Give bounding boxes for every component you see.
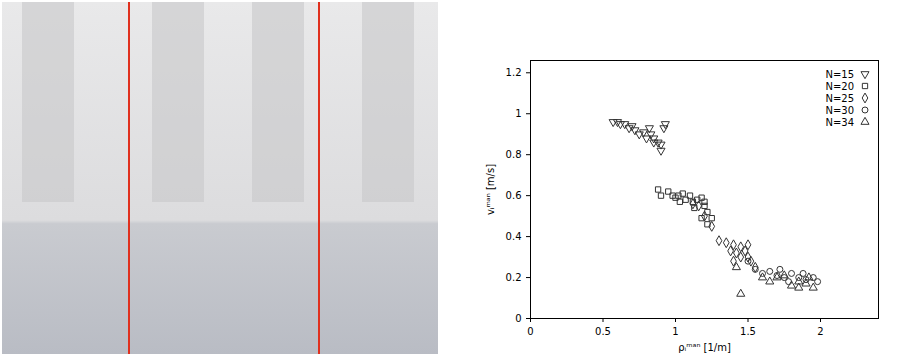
svg-text:0.6: 0.6 <box>506 190 522 201</box>
svg-text:0: 0 <box>515 313 521 324</box>
svg-text:1.2: 1.2 <box>506 67 522 78</box>
svg-text:0.4: 0.4 <box>506 231 522 242</box>
html-text:N=20: N=20 <box>825 80 854 92</box>
svg-text:0.8: 0.8 <box>506 149 522 160</box>
svg-text:vᵢᵐᵃⁿ [m/s]: vᵢᵐᵃⁿ [m/s] <box>485 164 496 215</box>
html-text:N=25: N=25 <box>825 92 854 104</box>
svg-text:1: 1 <box>672 326 678 337</box>
svg-text:0: 0 <box>527 326 533 337</box>
svg-text:ρᵢᵐᵃⁿ [1/m]: ρᵢᵐᵃⁿ [1/m] <box>678 342 731 353</box>
html-text:N=34: N=34 <box>825 116 854 128</box>
svg-text:1: 1 <box>515 108 521 119</box>
svg-text:0.5: 0.5 <box>595 326 611 337</box>
svg-text:2: 2 <box>817 326 823 337</box>
svg-text:1.5: 1.5 <box>740 326 756 337</box>
html-text:N=30: N=30 <box>825 104 854 116</box>
svg-text:0.2: 0.2 <box>506 272 522 283</box>
html-text:N=15: N=15 <box>825 68 854 80</box>
